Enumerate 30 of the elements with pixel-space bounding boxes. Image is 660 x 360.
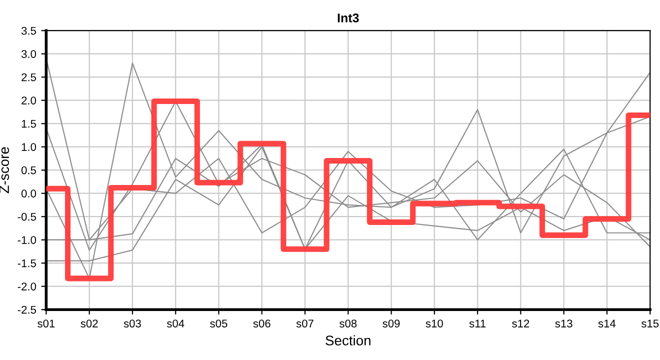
x-tick-label: s15 (641, 320, 659, 328)
x-tick-label: s07 (296, 320, 314, 328)
x-tick-label: s10 (426, 320, 443, 328)
y-tick-label: -1.0 (18, 236, 36, 244)
x-tick-label: s08 (340, 320, 357, 328)
y-tick-label: 3.5 (21, 26, 36, 35)
y-tick-label: 3.0 (21, 50, 36, 58)
x-tick-label: s11 (469, 320, 486, 328)
y-tick-label: -1.5 (18, 259, 36, 268)
x-tick-label: s13 (555, 320, 572, 328)
y-tick-label: -0.5 (18, 212, 36, 221)
x-tick-label: s01 (38, 320, 55, 328)
x-tick-label: s02 (80, 320, 98, 328)
y-tick-label: 0.5 (21, 166, 36, 174)
y-tick-label: 2.5 (22, 73, 36, 82)
x-tick-label: s03 (124, 320, 141, 328)
y-tick-label: 1.5 (22, 120, 36, 128)
chart-title: Int3 (338, 14, 359, 22)
x-tick-label: s14 (598, 320, 616, 328)
y-tick-label: 1.0 (22, 143, 36, 151)
y-tick-label: 2.0 (22, 96, 36, 104)
x-tick-label: s04 (166, 320, 184, 328)
x-tick-label: s05 (210, 320, 228, 328)
x-tick-label: s06 (253, 320, 270, 328)
x-tick-label: s12 (512, 320, 530, 328)
x-axis-title: Section (326, 335, 370, 346)
y-tick-label: -2.0 (18, 282, 36, 290)
y-tick-label: -2.5 (18, 306, 36, 314)
x-tick-label: s09 (382, 320, 400, 328)
y-tick-label: 0.0 (21, 190, 36, 198)
